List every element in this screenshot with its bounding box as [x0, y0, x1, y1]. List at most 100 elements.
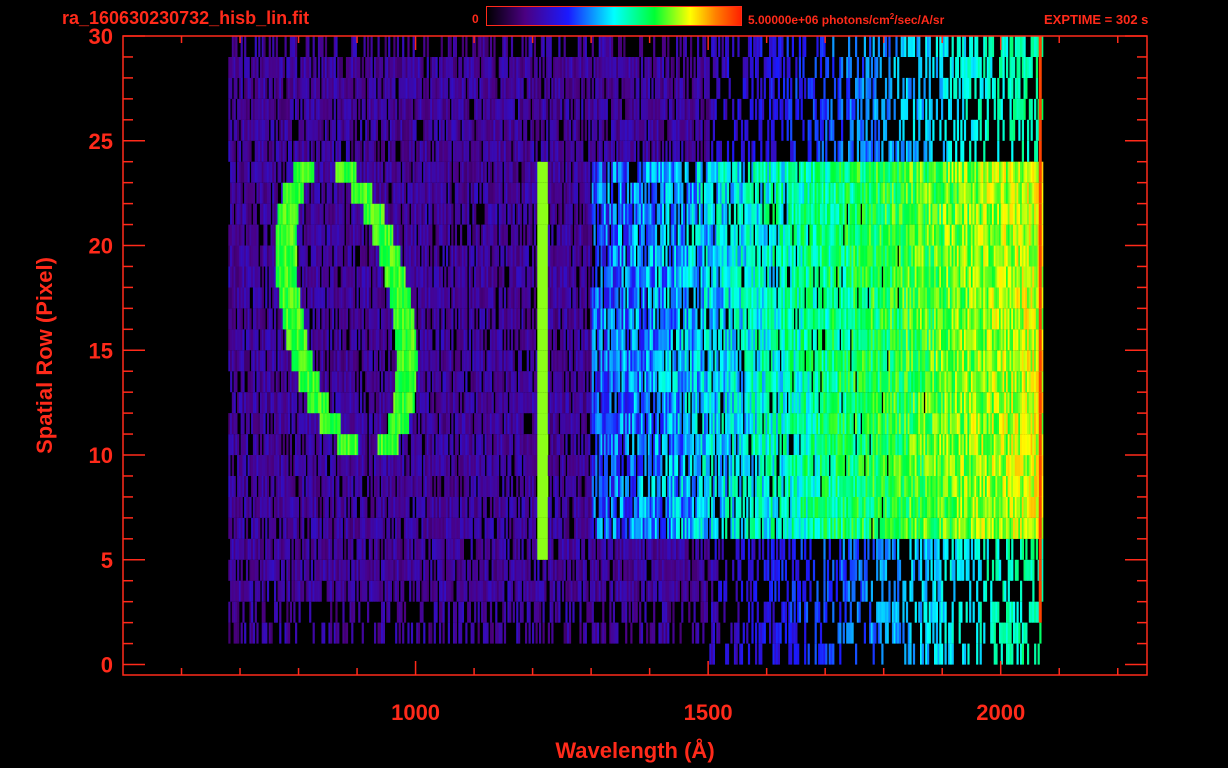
heatmap-cell	[774, 622, 777, 644]
heatmap-cell	[791, 476, 794, 497]
heatmap-cell	[730, 496, 733, 518]
heatmap-cell	[282, 580, 285, 602]
heatmap-cell	[758, 538, 761, 560]
heatmap-cell	[839, 455, 842, 476]
heatmap-cell	[955, 517, 958, 539]
heatmap-cell	[544, 455, 547, 476]
heatmap-cell	[869, 601, 872, 623]
heatmap-cell	[454, 350, 457, 372]
heatmap-cell	[407, 517, 410, 539]
heatmap-cell	[321, 538, 324, 560]
heatmap-cell	[467, 476, 470, 497]
heatmap-cell	[375, 538, 378, 560]
heatmap-cell	[784, 622, 787, 644]
heatmap-cell	[879, 538, 882, 560]
heatmap-cell	[330, 601, 333, 623]
heatmap-cell	[453, 601, 456, 623]
heatmap-cell	[918, 392, 921, 414]
heatmap-cell	[816, 413, 819, 435]
heatmap-cell	[391, 413, 394, 435]
heatmap-cell	[828, 476, 831, 497]
heatmap-cell	[932, 413, 935, 435]
heatmap-cell	[432, 350, 435, 372]
heatmap-cell	[849, 371, 852, 393]
heatmap-cell	[751, 622, 754, 644]
heatmap-cell	[942, 434, 945, 456]
heatmap-cell	[349, 350, 352, 372]
heatmap-cell	[939, 517, 942, 539]
heatmap-cell	[983, 538, 986, 560]
heatmap-cell	[474, 350, 477, 372]
heatmap-cell	[435, 434, 438, 456]
heatmap-cell	[788, 643, 791, 665]
heatmap-cell	[830, 580, 833, 602]
heatmap-cell	[1025, 413, 1028, 435]
heatmap-cell	[962, 434, 965, 456]
heatmap-cell	[416, 392, 419, 414]
heatmap-cell	[914, 434, 917, 456]
heatmap-cell	[681, 601, 684, 623]
heatmap-cell	[651, 413, 654, 435]
heatmap-cell	[454, 455, 457, 476]
heatmap-cell	[238, 538, 242, 560]
heatmap-cell	[249, 559, 252, 581]
heatmap-cell	[855, 538, 858, 560]
heatmap-cell	[628, 559, 631, 581]
heatmap-cell	[500, 371, 503, 393]
heatmap-cell	[749, 517, 752, 539]
heatmap-cell	[956, 538, 959, 560]
heatmap-cell	[654, 580, 658, 602]
heatmap-cell	[765, 455, 768, 476]
heatmap-cell	[563, 350, 566, 372]
heatmap-cell	[770, 496, 773, 518]
heatmap-cell	[505, 413, 508, 435]
heatmap-cell	[240, 455, 243, 476]
heatmap-cell	[532, 434, 535, 456]
heatmap-cell	[927, 371, 930, 393]
heatmap-cell	[386, 455, 389, 476]
heatmap-cell	[609, 392, 612, 414]
heatmap-cell	[458, 455, 461, 476]
heatmap-cell	[637, 455, 640, 476]
heatmap-cell	[837, 496, 840, 518]
heatmap-cell	[482, 371, 486, 393]
heatmap-cell	[284, 622, 287, 644]
heatmap-cell	[935, 434, 938, 456]
heatmap-cell	[623, 580, 626, 602]
heatmap-cell	[790, 601, 793, 623]
heatmap-cell	[725, 371, 728, 393]
heatmap-cell	[983, 455, 986, 476]
heatmap-cell	[784, 350, 787, 372]
heatmap-cell	[384, 496, 387, 518]
heatmap-cell	[632, 350, 635, 372]
heatmap-cell	[405, 413, 408, 435]
heatmap-cell	[458, 622, 461, 644]
heatmap-cell	[753, 434, 756, 456]
heatmap-cell	[286, 476, 289, 497]
heatmap-cell	[628, 371, 631, 393]
heatmap-cell	[1025, 622, 1028, 644]
heatmap-cell	[862, 413, 865, 435]
heatmap-cell	[786, 350, 789, 372]
heatmap-cell	[858, 496, 861, 518]
heatmap-cell	[607, 496, 610, 518]
heatmap-cell	[412, 455, 415, 476]
heatmap-cell	[407, 455, 410, 476]
heatmap-cell	[937, 476, 940, 497]
heatmap-cell	[540, 392, 543, 414]
heatmap-cell	[261, 622, 264, 644]
heatmap-cell	[877, 350, 880, 372]
heatmap-cell	[969, 455, 972, 476]
heatmap-cell	[374, 538, 377, 560]
heatmap-cell	[307, 496, 310, 518]
heatmap-cell	[375, 559, 378, 581]
heatmap-cell	[375, 371, 378, 393]
heatmap-cell	[839, 601, 842, 623]
heatmap-cell	[663, 517, 666, 539]
heatmap-cell	[653, 622, 656, 644]
heatmap-cell	[772, 601, 775, 623]
heatmap-cell	[518, 622, 521, 644]
heatmap-cell	[979, 517, 982, 539]
heatmap-cell	[809, 371, 812, 393]
heatmap-cell	[886, 517, 889, 539]
